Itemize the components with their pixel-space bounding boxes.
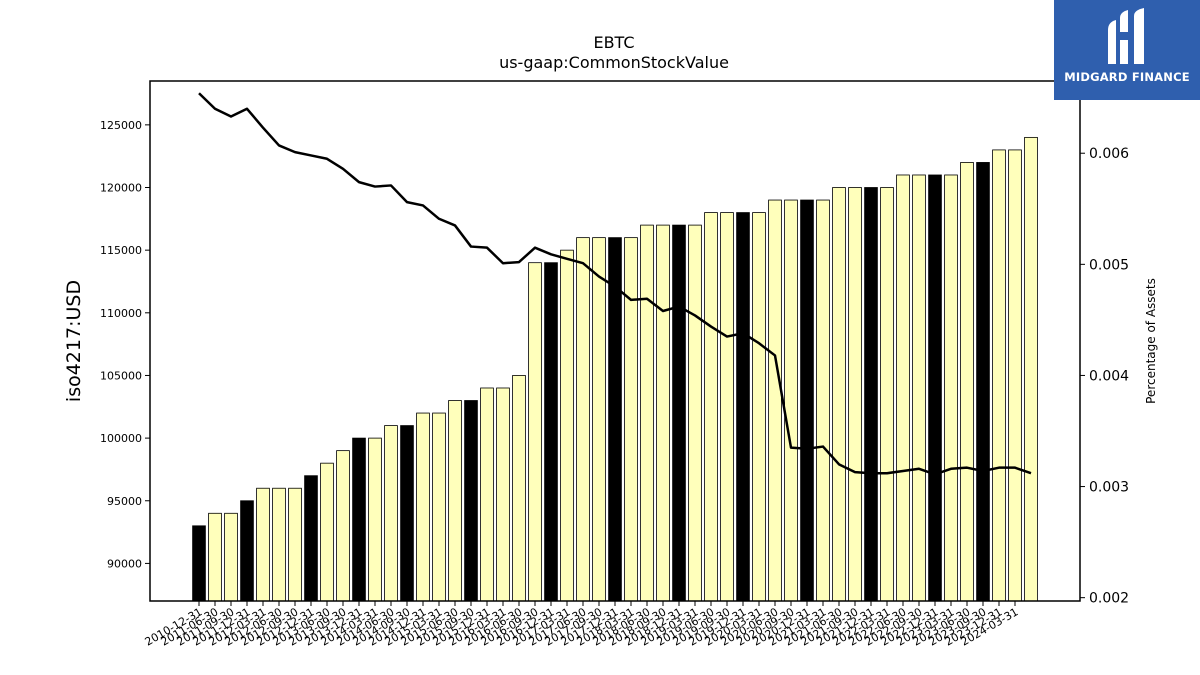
y-tick-label: 110000 <box>100 307 142 320</box>
bar <box>256 487 270 602</box>
bar <box>272 487 286 602</box>
bar <box>400 425 414 602</box>
bar <box>608 237 622 602</box>
bar <box>304 475 318 602</box>
bar <box>480 387 494 602</box>
bar <box>240 500 254 602</box>
bar <box>944 174 958 602</box>
bar <box>448 400 462 602</box>
bar <box>288 487 302 602</box>
y-tick-label: 90000 <box>107 557 142 570</box>
bar <box>1024 136 1038 602</box>
bar <box>656 224 670 602</box>
bar <box>192 525 206 602</box>
bar <box>896 174 910 602</box>
y2-axis-label: Percentage of Assets <box>1144 278 1158 404</box>
bar <box>528 262 542 602</box>
y-tick-label: 115000 <box>100 244 142 257</box>
bar <box>336 450 350 602</box>
bar <box>672 224 686 602</box>
bar <box>624 237 638 602</box>
y2-tick-label: 0.003 <box>1089 480 1129 496</box>
bar <box>976 162 990 602</box>
y2-tick-label: 0.004 <box>1089 368 1129 384</box>
bar <box>496 387 510 602</box>
y2-tick-label: 0.002 <box>1089 591 1129 607</box>
bar <box>224 512 238 602</box>
y-tick-label: 100000 <box>100 432 142 445</box>
bar <box>576 237 590 602</box>
bar <box>512 375 526 602</box>
chart-subtitle: us-gaap:CommonStockValue <box>499 53 729 72</box>
bar <box>416 412 430 602</box>
bar <box>928 174 942 602</box>
bar <box>784 199 798 602</box>
bar <box>960 162 974 602</box>
bar-series <box>192 136 1038 602</box>
bar <box>544 262 558 602</box>
axes: 90000 95000 100000 105000 110000 115000 120000… <box>100 80 1129 649</box>
bar <box>640 224 654 602</box>
bar <box>208 512 222 602</box>
bar <box>688 224 702 602</box>
chart-title: EBTC <box>593 33 634 52</box>
bar <box>352 437 366 602</box>
bar <box>384 425 398 602</box>
bar <box>912 174 926 602</box>
bar <box>560 249 574 602</box>
y-tick-label: 95000 <box>107 495 142 508</box>
bar <box>800 199 814 602</box>
bar <box>464 400 478 602</box>
bar <box>704 212 718 602</box>
bar <box>768 199 782 602</box>
logo-text: MIDGARD FINANCE <box>1064 70 1190 84</box>
bar <box>992 149 1006 602</box>
y2-tick-label: 0.005 <box>1089 257 1129 273</box>
bar <box>720 212 734 602</box>
bar <box>1008 149 1022 602</box>
bar <box>592 237 606 602</box>
bar <box>752 212 766 602</box>
bar <box>736 212 750 602</box>
logo: MIDGARD FINANCE <box>1054 0 1200 100</box>
y2-tick-label: 0.006 <box>1089 146 1129 162</box>
y-tick-label: 125000 <box>100 119 142 132</box>
bar <box>816 199 830 602</box>
bar <box>320 462 334 602</box>
bar <box>832 187 846 602</box>
y-axis-label: iso4217:USD <box>63 280 85 402</box>
bar <box>368 437 382 602</box>
bar <box>848 187 862 602</box>
line-series <box>198 92 1032 476</box>
percentage-line <box>198 92 1032 476</box>
bar <box>864 187 878 602</box>
logo-mark-icon <box>1108 8 1144 64</box>
y-tick-label: 120000 <box>100 182 142 195</box>
bar <box>880 187 894 602</box>
y-tick-label: 105000 <box>100 369 142 382</box>
bar <box>432 412 446 602</box>
